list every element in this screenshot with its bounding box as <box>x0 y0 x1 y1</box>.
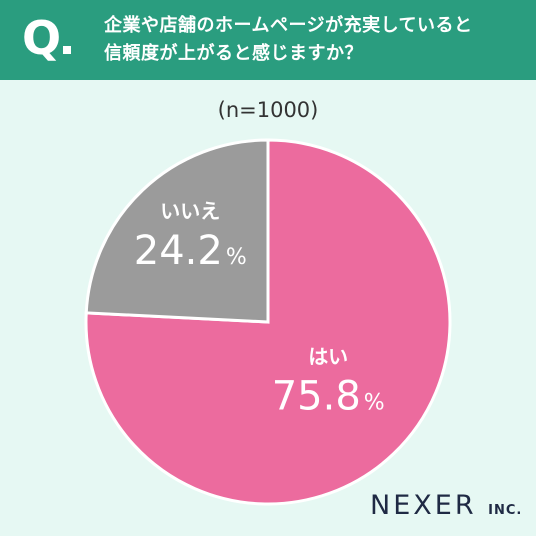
sample-size-label: (n=1000) <box>217 98 319 122</box>
q-dot <box>63 46 72 54</box>
question-line-1: 企業や店舗のホームページが充実していると <box>104 15 473 36</box>
pie-slice-iie <box>84 138 270 324</box>
q-mark: Q <box>22 8 72 68</box>
pie-slices <box>84 138 452 506</box>
nexer-logo: NEXER INC. <box>370 490 523 521</box>
slice-label-hai: はい 75.8% <box>272 344 385 419</box>
slice-category-iie: いいえ <box>160 199 220 223</box>
question-banner: Q 企業や店舗のホームページが充実していると 信頼度が上がると感じますか？ <box>0 0 536 80</box>
question-line-2: 信頼度が上がると感じますか？ <box>104 43 363 64</box>
pie-slice-hai <box>84 138 452 506</box>
slice-label-iie: いいえ 24.2% <box>134 199 247 274</box>
question-text: 企業や店舗のホームページが充実していると 信頼度が上がると感じますか？ <box>104 12 524 68</box>
slice-value-hai: 75.8% <box>272 373 385 419</box>
slice-category-hai: はい <box>308 344 348 368</box>
pie-labels: はい 75.8 % いいえ 24.2% <box>134 199 385 419</box>
slice-value-iie: 24.2% <box>134 228 247 274</box>
